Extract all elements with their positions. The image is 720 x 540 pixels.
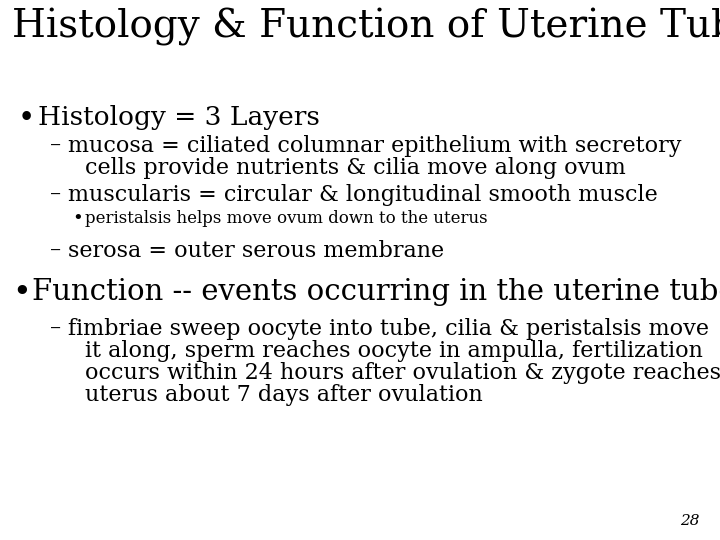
- Text: 28: 28: [680, 514, 700, 528]
- Text: it along, sperm reaches oocyte in ampulla, fertilization: it along, sperm reaches oocyte in ampull…: [85, 340, 703, 362]
- Text: muscularis = circular & longitudinal smooth muscle: muscularis = circular & longitudinal smo…: [68, 184, 658, 206]
- Text: fimbriae sweep oocyte into tube, cilia & peristalsis move: fimbriae sweep oocyte into tube, cilia &…: [68, 318, 709, 340]
- Text: –: –: [50, 318, 61, 340]
- Text: –: –: [50, 240, 61, 262]
- Text: mucosa = ciliated columnar epithelium with secretory: mucosa = ciliated columnar epithelium wi…: [68, 135, 682, 157]
- Text: –: –: [50, 184, 61, 206]
- Text: occurs within 24 hours after ovulation & zygote reaches: occurs within 24 hours after ovulation &…: [85, 362, 720, 384]
- Text: –: –: [50, 135, 61, 157]
- Text: •: •: [18, 105, 35, 133]
- Text: •: •: [72, 210, 83, 228]
- Text: peristalsis helps move ovum down to the uterus: peristalsis helps move ovum down to the …: [85, 210, 487, 227]
- Text: Histology = 3 Layers: Histology = 3 Layers: [38, 105, 320, 130]
- Text: Histology & Function of Uterine Tube: Histology & Function of Uterine Tube: [12, 8, 720, 46]
- Text: uterus about 7 days after ovulation: uterus about 7 days after ovulation: [85, 384, 482, 406]
- Text: Function -- events occurring in the uterine tube: Function -- events occurring in the uter…: [32, 278, 720, 306]
- Text: cells provide nutrients & cilia move along ovum: cells provide nutrients & cilia move alo…: [85, 157, 626, 179]
- Text: •: •: [12, 278, 31, 309]
- Text: serosa = outer serous membrane: serosa = outer serous membrane: [68, 240, 444, 262]
